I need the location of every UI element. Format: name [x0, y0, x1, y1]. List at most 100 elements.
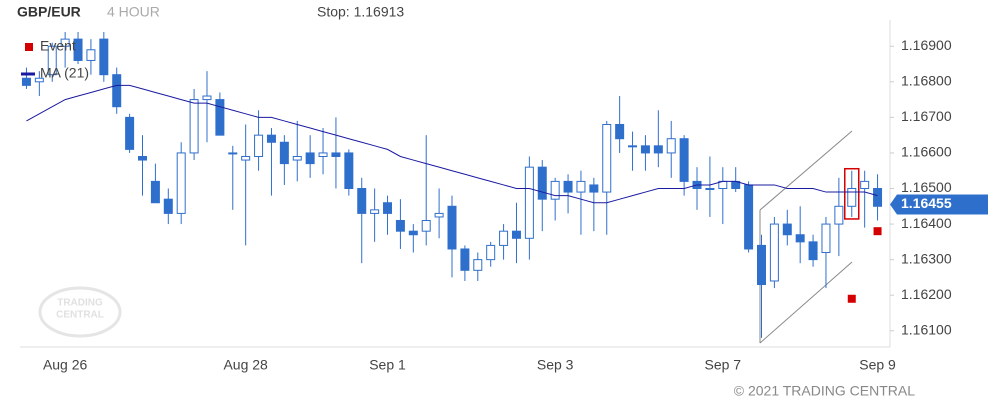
candle-body — [628, 145, 638, 148]
candle-body — [21, 77, 31, 86]
candle-body — [254, 134, 264, 157]
copyright: © 2021 TRADING CENTRAL — [734, 383, 915, 399]
watermark-ring — [38, 286, 122, 338]
candle-body — [756, 244, 766, 286]
candle-body — [176, 152, 186, 214]
candle-body — [305, 152, 315, 165]
watermark-text: TRADING — [57, 298, 103, 309]
candle-body — [653, 145, 663, 154]
candle-body — [421, 220, 431, 232]
candle-body — [279, 141, 289, 165]
x-tick-label: Aug 26 — [43, 357, 88, 373]
candle-body — [860, 180, 870, 190]
candle-body — [782, 223, 792, 236]
candle-body — [550, 180, 560, 200]
candle-body — [73, 38, 83, 61]
candle-body — [138, 155, 148, 161]
channel-line — [759, 130, 853, 211]
y-tick-label: 1.16500 — [901, 179, 952, 195]
candle-body — [47, 45, 57, 76]
candle-body — [318, 152, 328, 157]
candle-body — [808, 241, 818, 261]
x-tick-label: Sep 1 — [369, 357, 406, 373]
last-price-tag — [890, 194, 988, 215]
legend-swatch — [25, 43, 33, 51]
candle-body — [292, 155, 302, 161]
candle-body — [215, 99, 225, 136]
candle-body — [602, 123, 612, 193]
event-marker — [873, 227, 882, 236]
x-tick-label: Sep 3 — [537, 357, 574, 373]
candle-body — [99, 38, 109, 76]
ma-line — [26, 84, 878, 204]
candle-body — [499, 230, 509, 246]
candle-body — [150, 180, 160, 204]
y-tick-label: 1.16100 — [901, 321, 952, 337]
candle-body — [344, 152, 354, 190]
legend-label: Event — [40, 38, 76, 54]
candle-body — [847, 188, 857, 207]
candle-body — [589, 184, 599, 193]
candle-body — [834, 205, 844, 225]
y-tick-label: 1.16800 — [901, 73, 952, 89]
candle-body — [537, 166, 547, 200]
x-tick-label: Sep 9 — [859, 357, 896, 373]
watermark-text: CENTRAL — [56, 310, 104, 321]
candle-body — [821, 223, 831, 254]
candle-body — [795, 234, 805, 243]
candle-body — [228, 152, 238, 155]
candle-body — [744, 184, 754, 250]
candle-body — [125, 116, 135, 150]
y-tick-label: 1.16900 — [901, 37, 952, 53]
candle-body — [241, 155, 251, 161]
period: 4 HOUR — [107, 4, 160, 20]
candle-body — [60, 38, 70, 47]
candle-body — [640, 145, 650, 154]
candle-body — [486, 244, 496, 261]
y-tick-label: 1.16400 — [901, 215, 952, 231]
symbol: GBP/EUR — [17, 4, 81, 20]
candle-body — [189, 99, 199, 154]
candle-body — [705, 188, 715, 191]
candle-body — [434, 212, 444, 218]
candle-body — [383, 202, 393, 214]
candle-body — [511, 230, 521, 239]
candle-body — [86, 49, 96, 61]
candle-body — [473, 259, 483, 271]
legend-label: MA (21) — [40, 65, 89, 81]
watermark: TRADING CENTRAL — [38, 286, 122, 338]
candle-body — [34, 77, 44, 83]
candle-body — [331, 152, 341, 157]
y-tick-label: 1.16200 — [901, 286, 952, 302]
y-tick-label: 1.16700 — [901, 108, 952, 124]
candle-body — [447, 205, 457, 250]
event-marker — [847, 294, 856, 303]
x-tick-label: Aug 28 — [223, 357, 268, 373]
candle-body — [576, 180, 586, 193]
stop-level: Stop: 1.16913 — [317, 4, 404, 20]
channel-line — [759, 261, 853, 344]
candle-body — [266, 134, 276, 143]
x-tick-label: Sep 7 — [705, 357, 742, 373]
candle-body — [408, 230, 418, 236]
candle-body — [395, 220, 405, 232]
candle-body — [524, 166, 534, 239]
candle-body — [163, 198, 173, 214]
y-tick-label: 1.16300 — [901, 250, 952, 266]
candle-body — [666, 138, 676, 154]
last-price-label: 1.16455 — [901, 195, 952, 211]
candle-body — [112, 74, 122, 108]
candle-body — [370, 209, 380, 214]
candle-body — [357, 188, 367, 214]
candle-body — [460, 248, 470, 271]
candle-body — [563, 180, 573, 193]
y-tick-label: 1.16600 — [901, 144, 952, 160]
candle-body — [873, 188, 883, 207]
event-highlight — [844, 167, 860, 220]
candle-body — [679, 138, 689, 182]
candle-body — [615, 123, 625, 140]
candle-body — [769, 223, 779, 282]
candle-body — [202, 95, 212, 101]
